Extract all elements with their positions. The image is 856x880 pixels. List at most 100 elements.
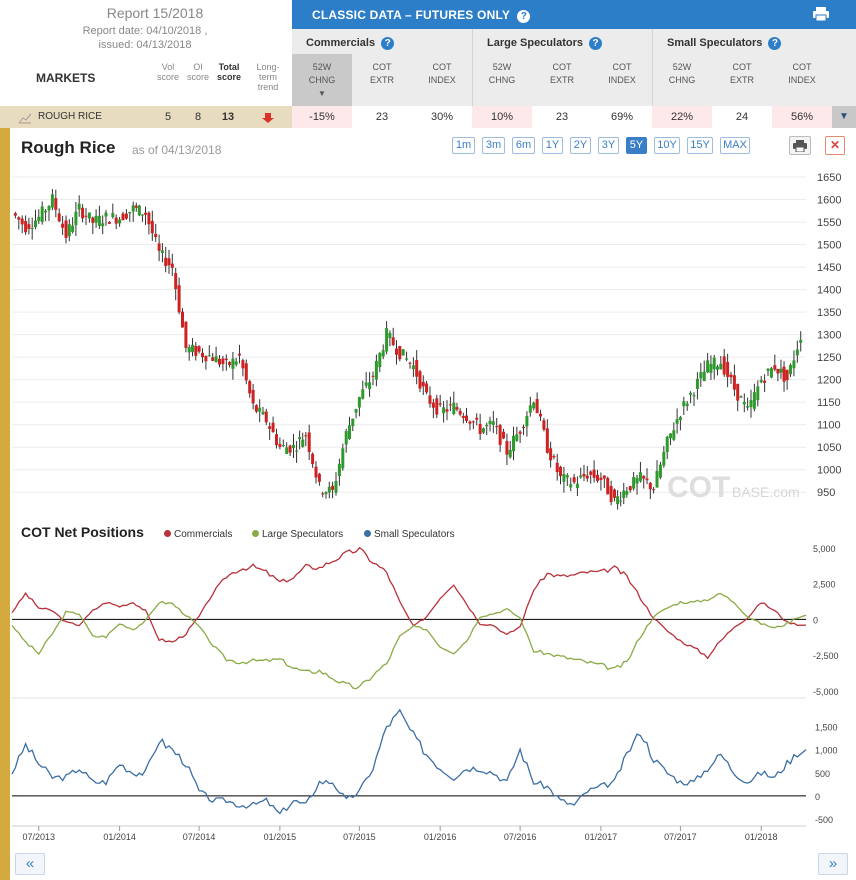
candle-body [431,402,435,408]
market-row-bg [0,106,292,128]
question-icon[interactable]: ? [517,10,531,23]
sort-down-icon: ▼ [318,89,326,98]
candle-body [515,434,519,441]
candle-body [559,466,563,477]
price-tick-label: 1150 [817,397,841,409]
candle-body [488,420,492,425]
candle-body [672,430,676,440]
candle-body [599,477,603,480]
candle-body [131,205,135,212]
candle-body [658,464,662,478]
candle-body [729,374,733,378]
candle-body [157,243,161,251]
printer-icon[interactable] [789,136,811,155]
report-info-panel [0,0,292,106]
candle-body [13,213,17,216]
question-icon[interactable]: ? [381,37,395,50]
next-button[interactable]: » [818,853,848,875]
candle-body [54,198,58,210]
price-tick-label: 1200 [817,375,841,387]
candle-body [505,441,509,455]
legend-large-speculators[interactable]: Large Speculators [252,529,343,540]
candle-body [779,368,783,373]
candle-body [274,434,278,446]
range-button-max[interactable]: MAX [720,137,750,154]
candle-body [458,410,462,415]
question-icon[interactable]: ? [768,37,782,50]
range-button-6m[interactable]: 6m [512,137,535,154]
header-comm-cot-extr[interactable]: COT EXTR [369,62,394,85]
range-button-5y[interactable]: 5Y [626,137,647,154]
close-icon[interactable]: ✕ [825,136,845,155]
candle-body [67,224,71,237]
candle-body [134,205,138,208]
candle-body [655,471,659,488]
legend-commercials[interactable]: Commercials [164,529,232,540]
candle-body [91,217,95,223]
candle-body [575,483,579,489]
candle-body [101,223,105,227]
candle-body [50,194,54,208]
prev-button[interactable]: « [15,853,45,875]
small-tick-label: 500 [815,769,830,779]
candle-body [572,477,576,483]
price-tick-label: 1650 [817,172,841,184]
question-icon[interactable]: ? [589,37,603,50]
range-button-3m[interactable]: 3m [482,137,505,154]
candle-body [374,361,378,380]
market-name[interactable]: ROUGH RICE [38,111,102,122]
candle-body [632,477,636,489]
candle-body [682,401,686,407]
candle-body [292,444,296,449]
range-button-2y[interactable]: 2Y [570,137,591,154]
candle-body [268,426,272,429]
range-button-3y[interactable]: 3Y [598,137,619,154]
candle-body [475,417,479,420]
header-small-52w-chng[interactable]: 52W CHNG [668,62,696,85]
candle-body [642,475,646,479]
range-button-1m[interactable]: 1m [452,137,475,154]
range-button-15y[interactable]: 15Y [687,137,713,154]
price-tick-label: 1500 [817,240,841,252]
candle-body [221,358,225,365]
small-tick-label: -500 [815,815,833,825]
header-large-52w-chng[interactable]: 52W CHNG [488,62,516,85]
header-large-cot-extr[interactable]: COT EXTR [549,62,574,85]
candle-body [756,386,760,401]
candle-body [739,396,743,398]
candle-body [137,205,141,216]
range-button-1y[interactable]: 1Y [542,137,563,154]
candle-body [421,381,425,387]
header-small-cot-extr[interactable]: COT EXTR [729,62,754,85]
cot-title: COT Net Positions [21,524,144,540]
legend-small-speculators[interactable]: Small Speculators [364,529,455,540]
candle-body [30,228,34,230]
header-large-cot-index[interactable]: COT INDEX [608,62,636,85]
candle-body [742,401,746,405]
candle-body [27,224,31,229]
sorted-column-bg[interactable] [292,54,352,106]
candle-body [167,258,171,266]
candle-body [528,405,532,413]
candle-body [207,355,211,357]
candle-body [97,215,101,226]
candle-body [351,418,355,427]
candle-body [773,365,777,370]
candle-body [648,482,652,490]
collapse-toggle[interactable]: ▼ [832,106,856,128]
candle-body [498,424,502,445]
header-comm-52w-chng[interactable]: 52W CHNG ▼ [292,61,352,100]
candle-body [789,364,793,375]
price-tick-label: 1050 [817,442,841,454]
printer-icon[interactable] [812,6,830,22]
candle-body [465,415,469,422]
header-comm-cot-index[interactable]: COT INDEX [428,62,456,85]
candle-body [766,368,770,371]
price-tick-label: 1000 [817,465,841,477]
candle-body [569,484,573,488]
candle-body [452,402,456,414]
candle-body [782,366,786,382]
range-button-10y[interactable]: 10Y [654,137,680,154]
series-large-speculators [11,593,807,690]
header-small-cot-index[interactable]: COT INDEX [788,62,816,85]
